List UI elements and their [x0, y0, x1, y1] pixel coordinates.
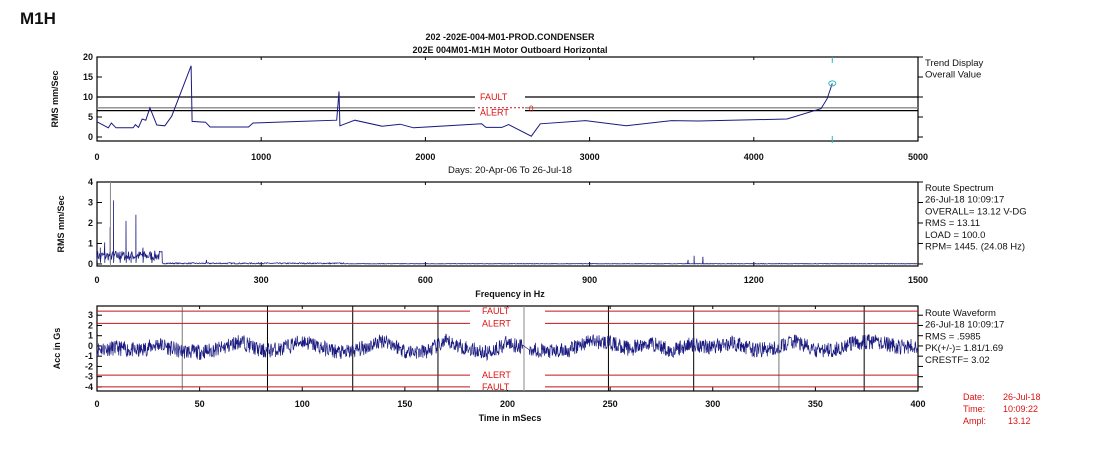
x-tick-label: 0	[94, 152, 99, 162]
y-tick-label: 3	[88, 197, 93, 207]
x-tick-label: 250	[603, 399, 618, 409]
fault-label: FAULT	[480, 92, 508, 102]
y-tick-label: -4	[85, 382, 93, 392]
info-line: LOAD = 100.0	[925, 230, 985, 241]
y-tick-label: 2	[88, 218, 93, 228]
spectrum-plot: 0 300 600 900 1200 1500 0 1 2 3 4 Frequency in Hz RM…	[56, 177, 1027, 299]
ampl-label: Ampl:	[963, 416, 986, 426]
x-tick-label: 900	[582, 275, 597, 285]
x-tick-label: 300	[705, 399, 720, 409]
y-tick-label: 3	[88, 310, 93, 320]
time-label: Time:	[963, 404, 985, 414]
y-tick-label: 15	[83, 72, 93, 82]
x-tick-label: 600	[418, 275, 433, 285]
x-axis-label: Days: 20-Apr-06 To 26-Jul-18	[448, 165, 572, 176]
info-line: RMS = .5985	[925, 331, 981, 342]
y-tick-label: -1	[85, 351, 93, 361]
date-value: 26-Jul-18	[1003, 392, 1041, 402]
page-label: M1H	[20, 9, 56, 28]
info-line: OVERALL= 13.12 V-DG	[925, 206, 1027, 217]
x-tick-label: 350	[808, 399, 823, 409]
info-line: RMS = 13.11	[925, 218, 980, 229]
info-line: Overall Value	[925, 70, 981, 81]
x-tick-label: 400	[910, 399, 925, 409]
info-line: Route Waveform	[925, 308, 996, 319]
x-tick-label: 1000	[251, 152, 271, 162]
info-line: PK(+/-)= 1.81/1.69	[925, 343, 1003, 354]
time-value: 10:09:22	[1003, 404, 1038, 414]
y-tick-label: 1	[88, 331, 93, 341]
info-line: RPM= 1445. (24.08 Hz)	[925, 242, 1025, 253]
y-tick-label: 20	[83, 52, 93, 62]
spectrum-line	[96, 200, 918, 265]
x-tick-label: 150	[397, 399, 412, 409]
trend-line	[96, 65, 833, 137]
waveform-plot: 0 50 100 150 200 250 300 350 4003210-1-2-3-4Time…	[52, 305, 1004, 423]
alert-upper-label: ALERT	[482, 318, 511, 328]
x-tick-label: 5000	[908, 152, 928, 162]
date-label: Date:	[963, 392, 985, 402]
x-tick-label: 1200	[744, 275, 764, 285]
y-axis-label: RMS mm/Sec	[56, 195, 66, 252]
x-tick-label: 3000	[580, 152, 600, 162]
trend-axes-frame	[96, 56, 919, 142]
y-tick-label: -2	[85, 361, 93, 371]
waveform-line	[96, 333, 919, 362]
info-line: Route Spectrum	[925, 183, 994, 194]
x-tick-label: 0	[94, 399, 99, 409]
info-line: 26-Jul-18 10:09:17	[925, 195, 1004, 206]
info-line: CRESTF= 3.02	[925, 355, 990, 366]
y-tick-label: 2	[88, 320, 93, 330]
y-tick-label: 4	[88, 177, 93, 187]
x-tick-label: 4000	[744, 152, 764, 162]
y-tick-label: 5	[88, 112, 93, 122]
y-tick-label: 0	[88, 132, 93, 142]
cursor-readout: Date: 26-Jul-18 Time: 10:09:22 Ampl: 13.…	[963, 392, 1041, 426]
y-axis-label: RMS mm/Sec	[50, 70, 60, 127]
y-tick-label: 1	[88, 238, 93, 248]
x-tick-label: 0	[94, 275, 99, 285]
y-tick-label: -3	[85, 372, 93, 382]
y-tick-label: 0	[88, 341, 93, 351]
ampl-value: 13.12	[1008, 416, 1031, 426]
x-tick-label: 300	[254, 275, 269, 285]
x-tick-label: 100	[295, 399, 310, 409]
x-tick-label: 2000	[415, 152, 435, 162]
alert-label: ALERT	[480, 108, 509, 118]
alert-marker: 0	[529, 105, 534, 114]
spectrum-axes-frame	[96, 181, 919, 267]
chart-title: 202 -202E-004-M01-PROD.CONDENSER	[425, 32, 595, 42]
y-axis-label: Acc in Gs	[52, 328, 62, 370]
info-line: 26-Jul-18 10:09:17	[925, 320, 1004, 331]
x-tick-label: 1500	[908, 275, 928, 285]
chart-subtitle: 202E 004M01-M1H Motor Outboard Horizonta…	[412, 45, 607, 55]
info-line: Trend Display	[925, 58, 984, 69]
fault-lower-label: FAULT	[482, 382, 510, 392]
cursor-point	[828, 80, 837, 87]
alert-lower-label: ALERT	[482, 370, 511, 380]
x-tick-label: 200	[500, 399, 515, 409]
trend-plot: 0 1000 2000 3000 4000 5000 0 5 10 15 20 Days: 20-Ap…	[50, 52, 984, 176]
fault-upper-label: FAULT	[482, 306, 510, 316]
y-tick-label: 10	[83, 92, 93, 102]
x-tick-label: 50	[195, 399, 205, 409]
x-axis-label: Frequency in Hz	[475, 289, 545, 299]
x-axis-label: Time in mSecs	[479, 413, 542, 423]
y-tick-label: 0	[88, 259, 93, 269]
